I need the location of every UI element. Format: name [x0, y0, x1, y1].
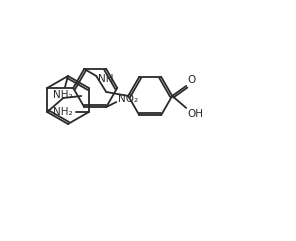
Text: NO₂: NO₂ [118, 94, 138, 104]
Text: NH₂: NH₂ [53, 90, 73, 100]
Text: O: O [187, 75, 195, 85]
Text: NH: NH [98, 74, 114, 84]
Text: NH₂: NH₂ [53, 107, 73, 117]
Text: OH: OH [187, 109, 203, 119]
